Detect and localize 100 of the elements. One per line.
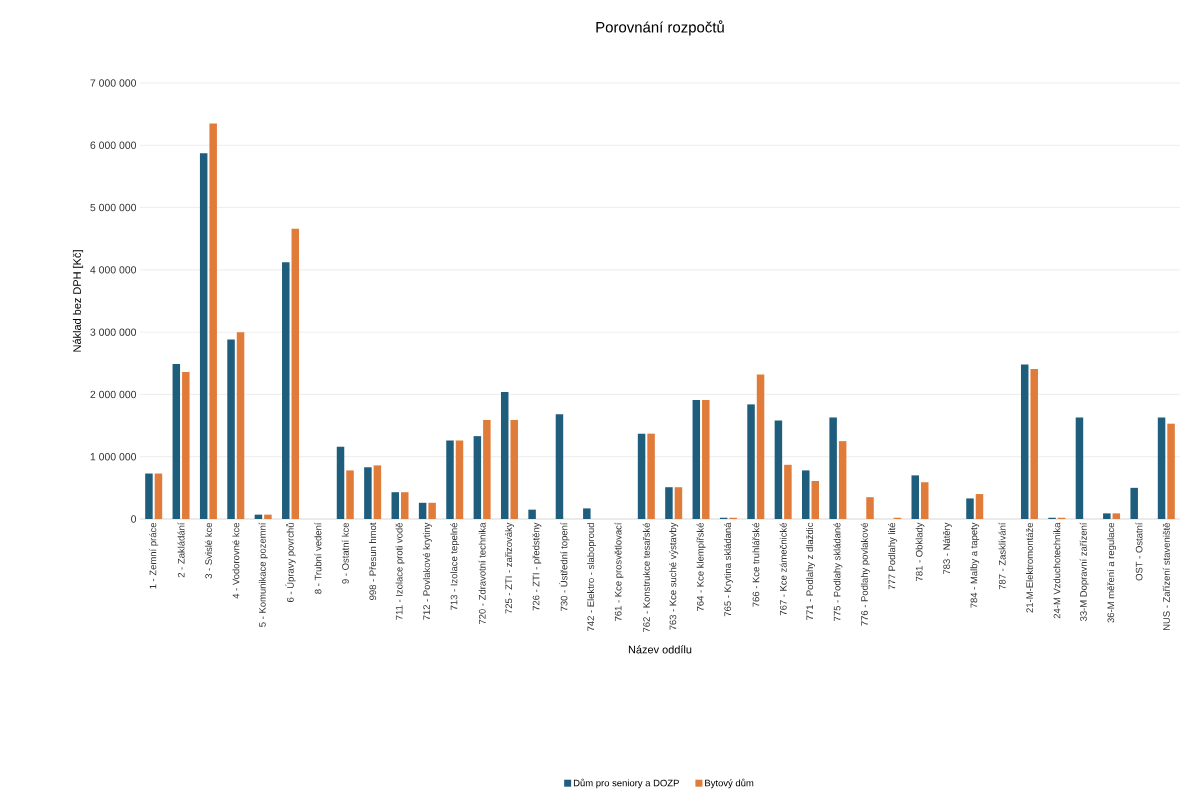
bar [455, 440, 464, 519]
legend-label: Dům pro seniory a DOZP [573, 778, 679, 789]
x-tick-label: OST - Ostatní [1135, 522, 1143, 581]
bar [145, 473, 153, 519]
bar [401, 492, 409, 519]
bar [446, 440, 454, 519]
x-tick-label: 21-M-Elektromontáže [1025, 522, 1033, 613]
bar [975, 494, 984, 519]
bar [364, 467, 372, 519]
bar [182, 371, 190, 519]
bar [418, 502, 427, 519]
x-tick-label: 771 - Podlahy z dlaždic [806, 522, 815, 620]
bar [1075, 417, 1084, 519]
bar [829, 417, 837, 519]
x-tick-label: 766 - Kce truhlářské [752, 522, 760, 607]
bar [692, 400, 701, 519]
x-tick-label: 2 - Zakládání [177, 522, 185, 578]
bar [747, 404, 755, 519]
bar [236, 332, 245, 519]
x-tick-label: 720 - Zdravotní technika [478, 522, 486, 625]
x-tick-label: 765 - Krytina skládaná [723, 522, 733, 617]
bar [199, 153, 208, 519]
y-tick-label: 2 000 000 [90, 390, 137, 399]
bar [1020, 364, 1029, 519]
bar [1157, 417, 1166, 519]
bar [756, 374, 765, 519]
x-tick-label: 3 - Svislé kce [204, 522, 212, 579]
x-tick-label: 711 - Izolace proti vodě [395, 522, 405, 620]
x-tick-label: 763 - Kce suché výstavby [669, 522, 679, 630]
x-tick-label: 6 - Úpravy povrchů [285, 523, 296, 602]
bar [154, 473, 163, 519]
bar [811, 480, 820, 519]
bar [911, 475, 919, 519]
x-tick-label: 787 - Zasklívání [998, 522, 1006, 590]
bar [336, 446, 345, 519]
x-tick-label: 726 - ZTI - předstěny [532, 522, 542, 611]
bar [1112, 513, 1121, 519]
y-tick-label: 6 000 000 [90, 141, 137, 149]
x-tick-label: 712 - Povlakové krytiny [422, 522, 432, 620]
y-tick-label: 7 000 000 [90, 79, 137, 87]
bar [473, 436, 482, 519]
x-tick-label: 8 - Trubní vedení [314, 522, 322, 594]
x-tick-label: 730 - Ústřední topení [559, 522, 570, 611]
y-tick-label: 3 000 000 [90, 328, 137, 336]
bar [209, 123, 217, 519]
x-tick-label: 4 - Vodorovné kce [232, 522, 240, 599]
bar [1130, 487, 1138, 519]
bar [1030, 368, 1038, 519]
x-tick-label: 5 - Komunikace pozemní [258, 522, 268, 627]
bar [665, 487, 673, 519]
bar [555, 414, 564, 519]
bar [637, 433, 646, 519]
bar [510, 419, 518, 519]
bar [647, 433, 655, 519]
x-tick-label: 36-M měření a regulace [1107, 522, 1117, 623]
x-tick-label: 998 - Přesun hmot [369, 522, 377, 600]
x-tick-label: 725 - ZTI - zařizováky [505, 522, 514, 614]
bar [674, 487, 683, 519]
legend-label: Bytový dům [705, 778, 754, 789]
y-tick-label: 0 [131, 515, 137, 523]
bar [391, 492, 400, 519]
x-tick-label: 775 - Podlahy skládané [833, 522, 843, 621]
x-tick-label: 762 - Konstrukce tesařské [642, 522, 650, 632]
bar [291, 228, 300, 519]
x-tick-label: 781 - Obklady [915, 522, 925, 581]
bar [483, 419, 491, 519]
x-tick-label: 24-M Vzduchotechnika [1053, 522, 1061, 619]
bar [528, 509, 536, 519]
y-tick-label: 1 000 000 [90, 453, 137, 461]
bar [920, 482, 929, 519]
x-axis-title: Název oddílu [628, 645, 692, 654]
bar [966, 498, 974, 519]
bar [227, 339, 235, 519]
x-tick-label: 33-M Dopravní zařízení [1079, 522, 1089, 622]
bar [264, 514, 272, 519]
bar [784, 464, 792, 519]
bar [500, 391, 509, 519]
y-tick-label: 4 000 000 [90, 266, 137, 274]
bar [838, 441, 847, 519]
y-tick-label: 5 000 000 [90, 203, 137, 212]
bar [802, 470, 810, 519]
chart-title: Porovnání rozpočtů [596, 20, 724, 36]
bar [373, 465, 382, 519]
bar [1167, 423, 1175, 519]
bar [428, 502, 436, 519]
bar [282, 262, 290, 519]
x-tick-label: 713 - Izolace tepelné [450, 522, 460, 610]
x-tick-label: NUS - Zařízení staveniště [1162, 522, 1170, 631]
x-tick-label: 761 - Kce prosvětlovací [614, 522, 624, 621]
bar [583, 508, 591, 519]
x-tick-label: 764 - Kce klempířské [696, 522, 706, 611]
x-tick-label: 783 - Nátěry [942, 522, 952, 575]
bar [702, 400, 710, 519]
bar [774, 420, 783, 519]
bar [172, 363, 181, 519]
x-tick-label: 1 - Zemní práce [149, 522, 159, 589]
x-tick-label: 767 - Kce zámečnické [779, 522, 787, 616]
bar [346, 470, 354, 519]
bar [1103, 513, 1111, 519]
x-tick-label: 777 Podlahy lité [888, 522, 898, 590]
